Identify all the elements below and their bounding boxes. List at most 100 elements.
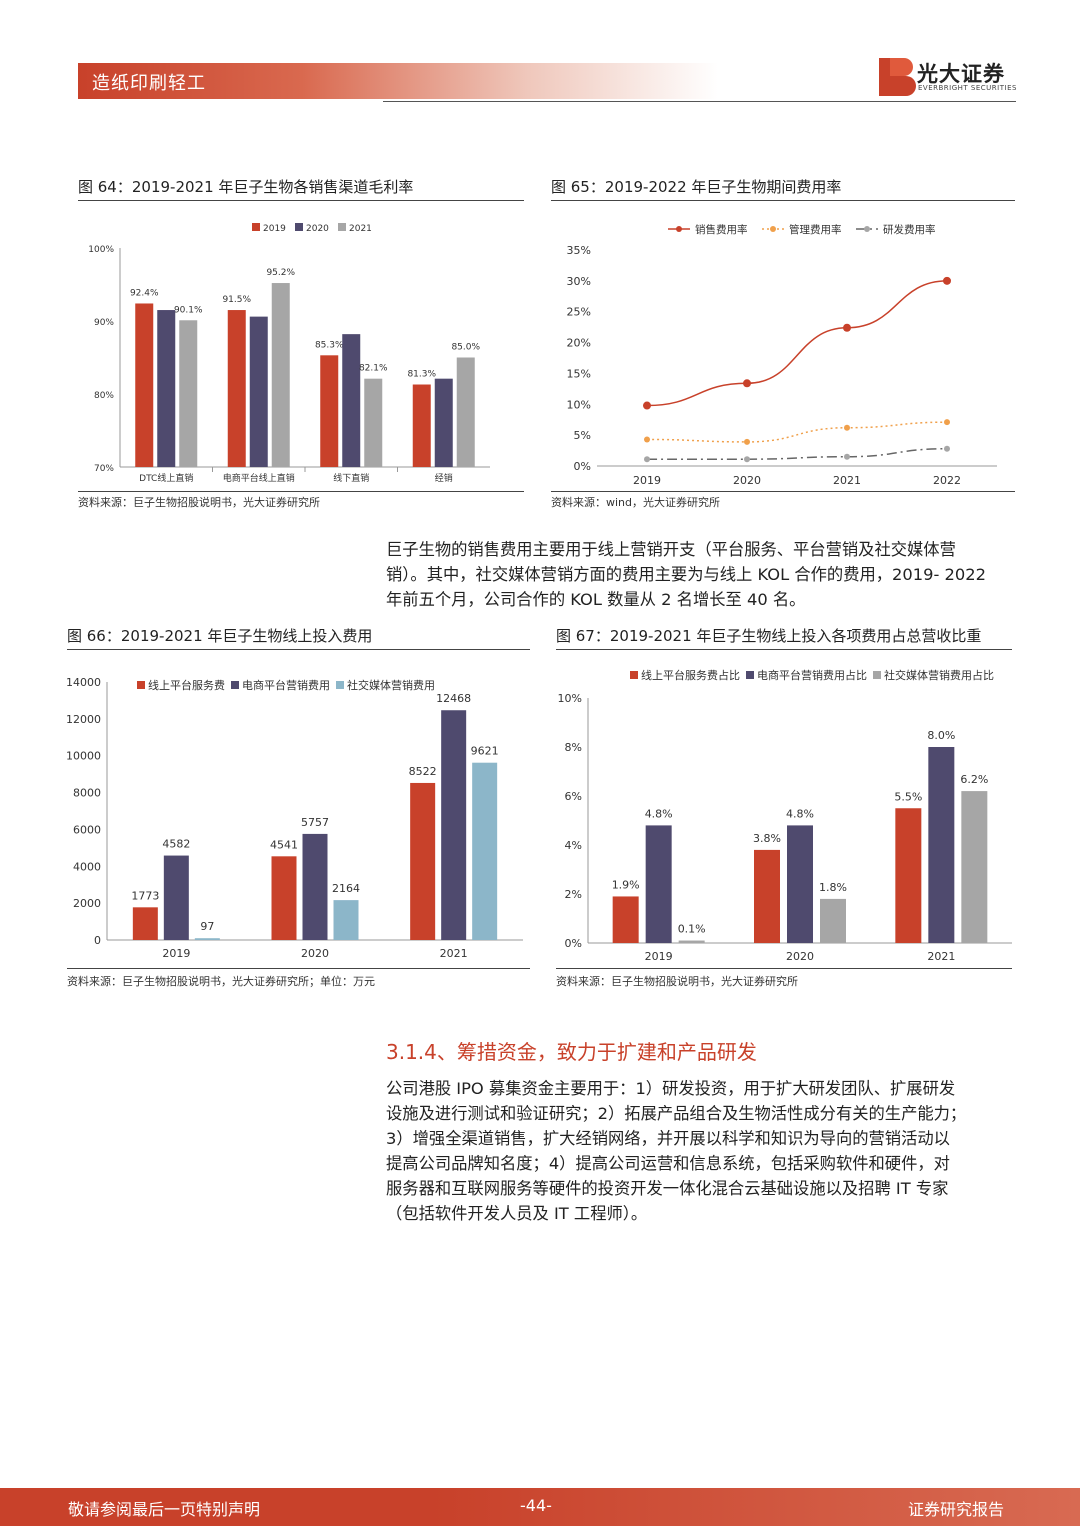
bar-电商平台营销费用占比-2020 [787, 825, 813, 943]
fig67-source: 资料来源：巨子生物招股说明书，光大证券研究所 [556, 975, 798, 988]
data-point-销售费用率-2021 [843, 323, 851, 332]
fig67-title-rule [556, 649, 1012, 650]
bar-社交媒体营销费用-2021 [472, 762, 498, 940]
header-bar [78, 63, 718, 99]
y-tick-label: 4000 [73, 860, 101, 873]
paragraph-line: 年前五个月，公司合作的 KOL 数量从 2 名增长至 40 名。 [386, 590, 806, 609]
paragraph-sales-expense: 巨子生物的销售费用主要用于线上营销开支（平台服务、平台营销及社交媒体营 销）。其… [386, 537, 986, 612]
y-tick-label: 4% [565, 839, 582, 852]
legend-marker [770, 226, 776, 232]
y-tick-label: 25% [567, 306, 591, 319]
fig65-chart: 0% 5% 10% 15% 20% 25% 30% 35% 2019 2020 2021 2022 销售… [567, 223, 997, 487]
bar-2019-经销 [412, 384, 431, 467]
data-label: 95.2% [266, 268, 295, 278]
x-category-label: 2022 [933, 474, 961, 487]
fig66-source-rule [67, 968, 530, 969]
bar-社交媒体营销费用-2020 [333, 900, 359, 940]
legend-label: 研发费用率 [883, 223, 936, 236]
bar-社交媒体营销费用-2019 [194, 938, 220, 940]
data-label: 82.1% [359, 364, 388, 374]
page-number: -44- [520, 1496, 552, 1515]
data-label: 1.9% [612, 878, 640, 891]
y-tick-label: 0% [574, 460, 591, 473]
section-name: 造纸印刷轻工 [92, 73, 206, 94]
fig66-title-rule [67, 649, 530, 650]
footer-disclaimer: 敬请参阅最后一页特别声明 [68, 1500, 261, 1519]
y-tick-label: 6000 [73, 823, 101, 836]
y-tick-label: 14000 [67, 676, 101, 689]
data-label: 4582 [162, 838, 190, 851]
legend-swatch [338, 223, 346, 231]
x-category-label: 2019 [162, 947, 190, 960]
fig64-chart: 70% 80% 90% 100% DTC线上直销 92.4% 90.1% 电商平台线上直销 91… [88, 223, 490, 484]
legend-swatch [873, 671, 881, 679]
data-label: 1773 [131, 889, 159, 902]
data-point-管理费用率-2020 [744, 438, 750, 445]
x-category-label: 2020 [786, 950, 814, 963]
data-label: 91.5% [222, 295, 251, 305]
legend-label: 社交媒体营销费用占比 [884, 668, 994, 682]
legend-label: 2019 [263, 224, 286, 234]
x-category-label: DTC线上直销 [139, 472, 193, 484]
logo-text: 光大证券 [917, 62, 1005, 86]
legend-swatch [746, 671, 754, 679]
y-tick-label: 0 [94, 934, 101, 947]
bar-线上平台服务费占比-2020 [754, 849, 780, 943]
data-label: 8522 [409, 765, 437, 778]
legend-label: 社交媒体营销费用 [347, 678, 435, 692]
legend-label: 电商平台营销费用 [242, 678, 330, 692]
series-line-销售费用率 [646, 280, 948, 407]
fig66-chart: 0 2000 4000 6000 8000 10000 12000 14000 2019 1773… [67, 676, 523, 960]
paragraph-line: 服务器和互联网服务等硬件的投资开发一体化混合云基础设施以及招聘 IT 专家 [386, 1179, 949, 1198]
fig65-title: 图 65：2019-2022 年巨子生物期间费用率 [551, 178, 842, 196]
fig64-title: 图 64：2019-2021 年巨子生物各销售渠道毛利率 [78, 178, 414, 196]
data-label: 97 [200, 920, 214, 933]
data-point-销售费用率-2020 [743, 379, 751, 388]
data-point-管理费用率-2022 [944, 419, 950, 426]
data-label: 90.1% [174, 305, 203, 315]
legend-label: 线上平台服务费占比 [641, 668, 740, 682]
x-category-label: 线下直销 [333, 472, 369, 484]
fig64-source: 资料来源：巨子生物招股说明书，光大证券研究所 [78, 496, 320, 509]
bar-线上平台服务费-2019 [132, 907, 158, 940]
y-tick-label: 2000 [73, 897, 101, 910]
y-tick-label: 80% [94, 391, 114, 401]
y-tick-label: 35% [567, 244, 591, 257]
data-label: 2164 [332, 882, 360, 895]
bar-2019-DTC线上直销 [135, 303, 154, 467]
data-label: 4541 [270, 838, 298, 851]
legend-swatch [630, 671, 638, 679]
bar-电商平台营销费用占比-2019 [645, 825, 672, 943]
bar-2020-线下直销 [342, 334, 361, 467]
data-label: 85.0% [451, 343, 480, 353]
bar-线上平台服务费-2020 [271, 856, 297, 940]
y-tick-label: 100% [88, 245, 114, 255]
paragraph-ipo-funds: 公司港股 IPO 募集资金主要用于：1）研发投资，用于扩大研发团队、扩展研发 设… [386, 1076, 966, 1226]
bar-2021-经销 [456, 357, 475, 467]
bar-2020-DTC线上直销 [157, 310, 176, 467]
bar-2019-线下直销 [320, 355, 339, 467]
bar-电商平台营销费用占比-2021 [928, 747, 955, 943]
data-label: 81.3% [407, 370, 436, 380]
y-tick-label: 70% [94, 464, 114, 474]
data-label: 0.1% [678, 923, 706, 936]
y-tick-label: 20% [567, 337, 591, 350]
bar-线上平台服务费占比-2021 [895, 808, 922, 943]
x-category-label: 2021 [927, 950, 955, 963]
data-label: 3.8% [753, 832, 781, 845]
bar-社交媒体营销费用占比-2021 [961, 791, 988, 943]
legend-label: 管理费用率 [789, 223, 842, 236]
x-category-label: 2019 [645, 950, 673, 963]
footer-bar [0, 1488, 1080, 1526]
bar-2021-线下直销 [364, 378, 383, 467]
y-tick-label: 0% [565, 937, 582, 950]
bar-2021-电商平台线上直销 [271, 283, 290, 467]
paragraph-line: 提高公司品牌知名度；4）提高公司运营和信息系统，包括采购软件和硬件，对 [386, 1154, 950, 1173]
data-label: 12468 [436, 692, 471, 705]
fig67-title: 图 67：2019-2021 年巨子生物线上投入各项费用占总营收比重 [556, 627, 982, 645]
bar-电商平台营销费用-2021 [441, 710, 467, 940]
bar-电商平台营销费用-2020 [302, 833, 328, 940]
data-point-销售费用率-2019 [643, 401, 651, 410]
bar-线上平台服务费-2021 [410, 782, 436, 940]
y-tick-label: 90% [94, 318, 114, 328]
